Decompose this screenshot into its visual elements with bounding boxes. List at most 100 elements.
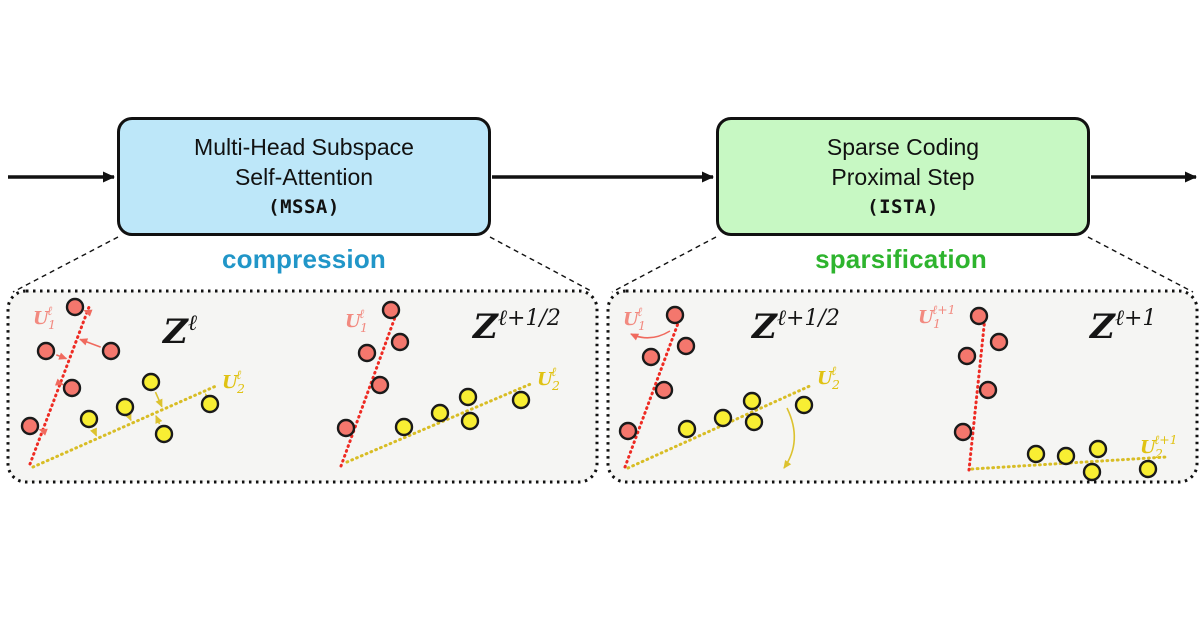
sparsification-caption: sparsification: [815, 244, 987, 274]
yellow-token-dot: [744, 412, 764, 432]
ista-block-line2: Proximal Step: [831, 163, 975, 190]
yellow-token-dot: [742, 391, 762, 411]
svg-text:ℓ+1: ℓ+1: [932, 302, 956, 317]
red-token-dot: [969, 306, 989, 326]
zoom-connector-line: [1087, 236, 1194, 293]
u1-label: Uℓ1: [345, 306, 368, 335]
red-token-dot: [357, 343, 377, 363]
yellow-token-dot: [458, 387, 478, 407]
zoom-connector-line: [489, 236, 594, 293]
subplot-title: Zℓ+1/2: [750, 306, 840, 347]
red-token-dot: [654, 380, 674, 400]
red-token-dot: [957, 346, 977, 366]
red-token-dot: [62, 378, 82, 398]
yellow-token-dot: [1088, 439, 1108, 459]
svg-text:ℓ: ℓ: [831, 363, 836, 378]
u1-subspace-line: [623, 316, 682, 469]
compression-caption: compression: [221, 244, 387, 274]
svg-text:2: 2: [236, 381, 245, 396]
svg-text:ℓ: ℓ: [47, 303, 52, 318]
svg-text:U: U: [1140, 437, 1157, 458]
red-token-dot: [989, 332, 1009, 352]
red-token-dot: [641, 347, 661, 367]
yellow-token-dot: [394, 417, 414, 437]
ista-block-line1: Sparse Coding: [826, 134, 980, 161]
yellow-token-dot: [460, 411, 480, 431]
red-token-dot: [336, 418, 356, 438]
svg-text:2: 2: [831, 377, 840, 392]
u2-label: Uℓ2: [817, 363, 840, 392]
red-token-dot: [676, 336, 696, 356]
svg-text:U: U: [918, 307, 935, 328]
red-token-dot: [618, 421, 638, 441]
yellow-token-dot: [1138, 459, 1158, 479]
svg-text:ℓ+1: ℓ+1: [1154, 432, 1178, 447]
u1-label: Uℓ+11: [918, 302, 956, 331]
svg-text:U: U: [345, 311, 362, 332]
mssa-block-line2: Self-Attention: [234, 163, 374, 190]
subplot-title: Zℓ: [161, 311, 198, 352]
svg-text:U: U: [817, 368, 834, 389]
svg-text:U: U: [537, 369, 554, 390]
svg-text:U: U: [33, 308, 50, 329]
u2-label: Uℓ2: [537, 364, 560, 393]
yellow-token-dot: [713, 408, 733, 428]
yellow-token-dot: [141, 372, 161, 392]
rotation-arrow: [783, 407, 796, 469]
red-token-dot: [36, 341, 56, 361]
yellow-token-dot: [677, 419, 697, 439]
yellow-token-dot: [79, 409, 99, 429]
svg-text:ℓ: ℓ: [359, 306, 364, 321]
red-token-dot: [65, 297, 85, 317]
svg-text:1: 1: [933, 316, 941, 331]
u1-subspace-line: [967, 315, 987, 472]
u2-label: Uℓ+12: [1140, 432, 1178, 461]
svg-text:1: 1: [360, 320, 368, 335]
red-token-dot: [953, 422, 973, 442]
projection-arrow: [56, 352, 68, 360]
yellow-token-dot: [154, 424, 174, 444]
red-token-dot: [381, 300, 401, 320]
svg-text:ℓ: ℓ: [551, 364, 556, 379]
svg-text:2: 2: [551, 378, 560, 393]
zoom-connector-line: [611, 236, 717, 293]
u1-label: Uℓ1: [33, 303, 56, 332]
red-token-dot: [370, 375, 390, 395]
yellow-token-dot: [1056, 446, 1076, 466]
yellow-token-dot: [794, 395, 814, 415]
svg-text:1: 1: [638, 318, 646, 333]
red-token-dot: [20, 416, 40, 436]
svg-text:U: U: [222, 372, 239, 393]
projection-arrow: [124, 412, 132, 422]
svg-text:1: 1: [48, 317, 56, 332]
u2-subspace-line: [345, 381, 535, 464]
projection-arrow: [79, 338, 101, 348]
yellow-token-dot: [1026, 444, 1046, 464]
yellow-token-dot: [1082, 462, 1102, 482]
rotation-arrow: [630, 330, 671, 341]
yellow-token-dot: [200, 394, 220, 414]
u1-label: Uℓ1: [623, 304, 646, 333]
u1-subspace-line: [339, 307, 400, 468]
u2-subspace-line: [970, 455, 1168, 471]
svg-text:2: 2: [1154, 446, 1163, 461]
red-token-dot: [390, 332, 410, 352]
projection-arrow: [154, 391, 163, 408]
subplot-title: Zℓ+1: [1088, 306, 1156, 347]
u2-label: Uℓ2: [222, 367, 245, 396]
u2-subspace-line: [31, 384, 218, 469]
ista-block: Sparse Coding Proximal Step (ISTA): [716, 117, 1090, 236]
projection-arrow: [90, 427, 98, 437]
yellow-token-dot: [511, 390, 531, 410]
mssa-block: Multi-Head Subspace Self-Attention (MSSA…: [117, 117, 491, 236]
yellow-token-dot: [430, 403, 450, 423]
yellow-token-dot: [115, 397, 135, 417]
projection-arrow: [155, 414, 163, 425]
mssa-acronym: (MSSA): [268, 196, 340, 219]
zoom-connector-line: [12, 236, 119, 293]
detail-panel: [606, 289, 1199, 484]
svg-text:ℓ: ℓ: [236, 367, 241, 382]
red-token-dot: [101, 341, 121, 361]
